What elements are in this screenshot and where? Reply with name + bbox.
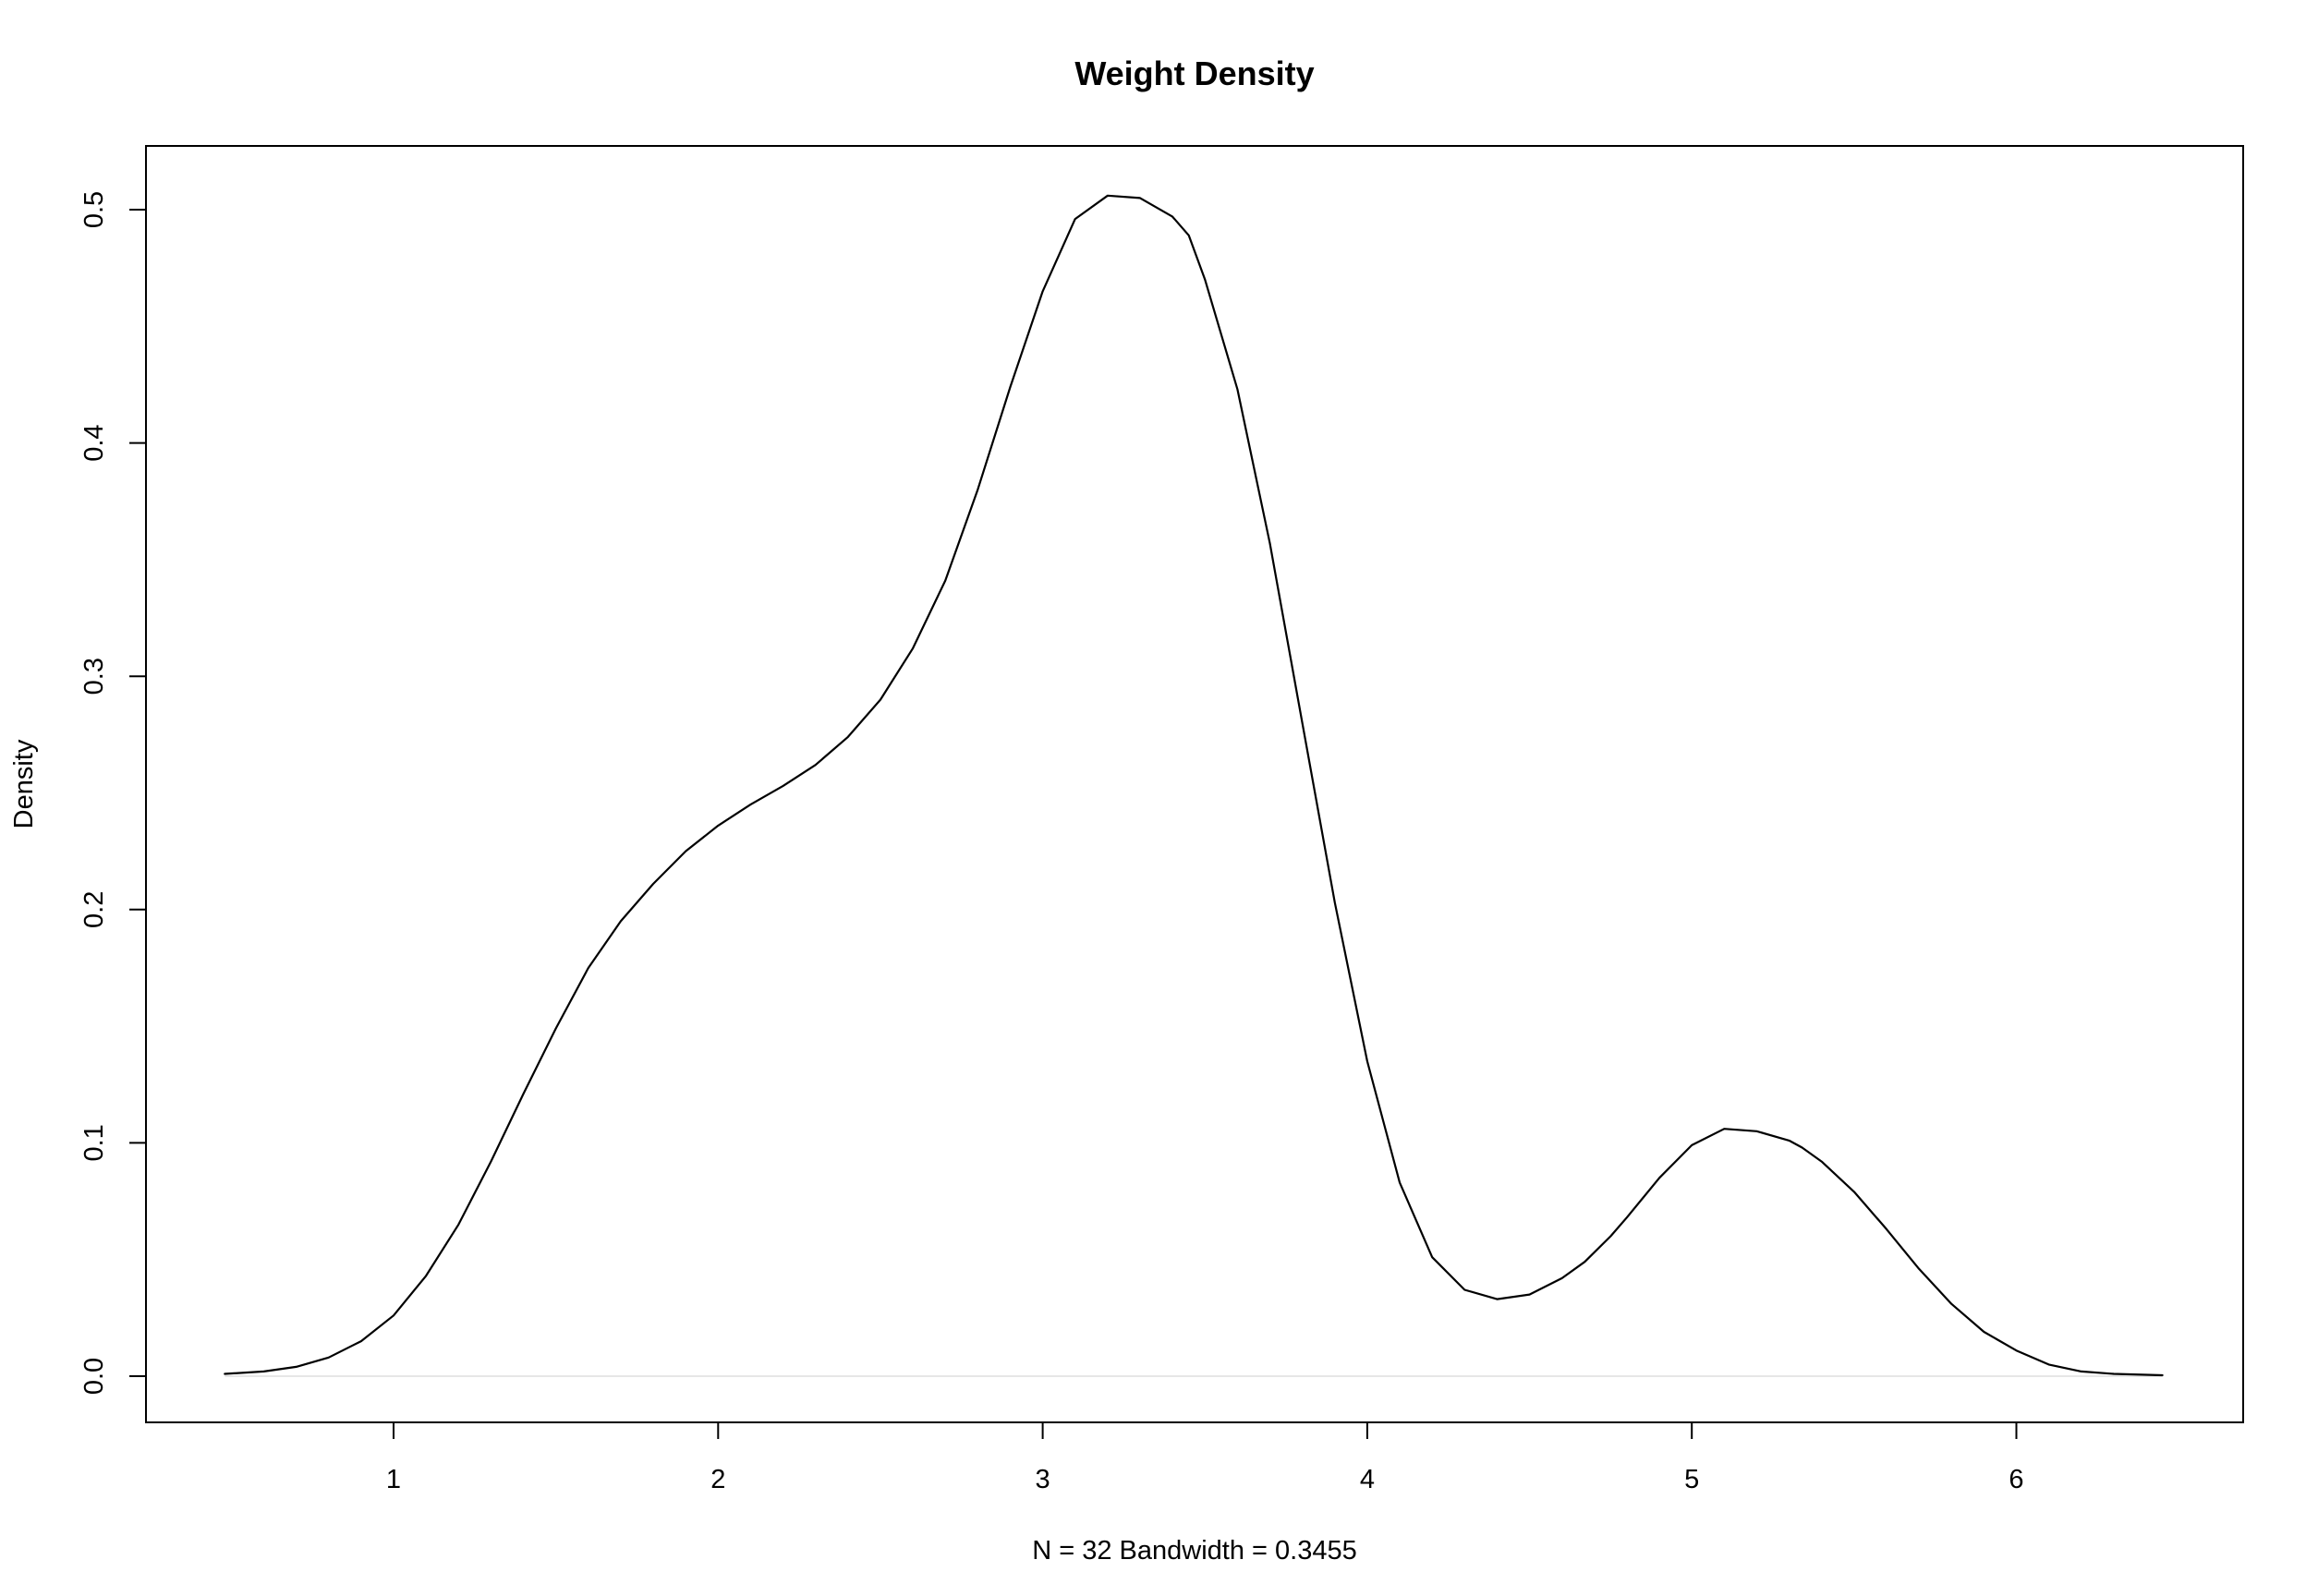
y-tick-label: 0.0 bbox=[79, 1358, 109, 1395]
y-tick-label: 0.3 bbox=[79, 658, 109, 695]
y-axis-label: Density bbox=[9, 739, 39, 828]
y-tick-label: 0.1 bbox=[79, 1124, 109, 1161]
x-axis: 1 2 3 4 5 6 bbox=[386, 1421, 2024, 1494]
x-tick-label: 4 bbox=[1360, 1465, 1375, 1494]
y-tick-label: 0.5 bbox=[79, 191, 109, 228]
x-axis-label: N = 32 Bandwidth = 0.3455 bbox=[1032, 1536, 1356, 1566]
x-tick-label: 5 bbox=[1684, 1465, 1699, 1494]
y-axis: 0.0 0.1 0.2 0.3 0.4 0.5 bbox=[79, 191, 147, 1395]
y-tick-label: 0.2 bbox=[79, 891, 109, 928]
x-tick-label: 6 bbox=[2009, 1465, 2023, 1494]
x-tick-label: 3 bbox=[1036, 1465, 1050, 1494]
density-curve bbox=[224, 194, 2164, 1377]
plot-area bbox=[224, 194, 2164, 1377]
y-tick-label: 0.4 bbox=[79, 424, 109, 461]
chart-title: Weight Density bbox=[1074, 54, 1314, 92]
x-tick-label: 1 bbox=[386, 1465, 401, 1494]
x-tick-label: 2 bbox=[710, 1465, 725, 1494]
